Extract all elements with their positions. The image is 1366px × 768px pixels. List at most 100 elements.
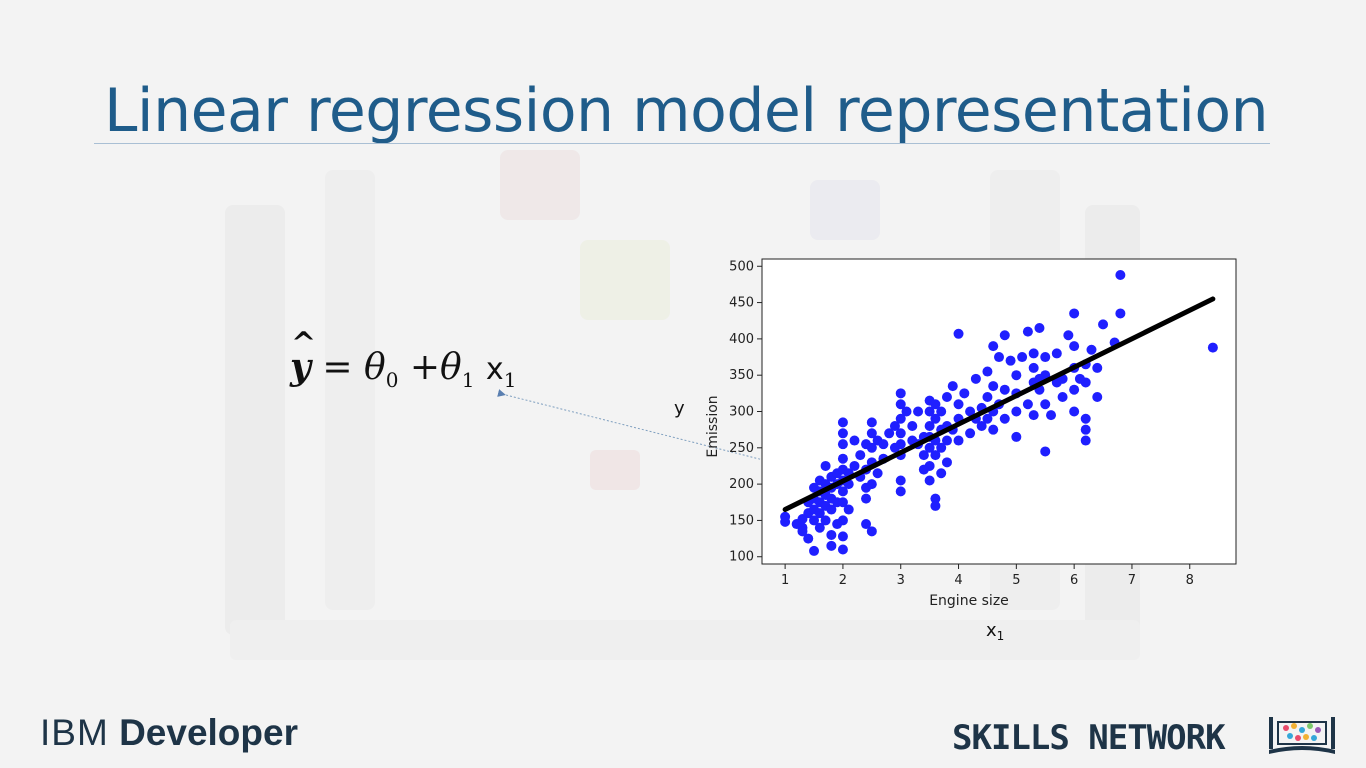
x-tick-label: 5 [1012, 573, 1020, 588]
data-point [878, 439, 889, 450]
theta-1-subscript: 1 [461, 368, 475, 392]
data-point [837, 417, 848, 428]
data-point [895, 439, 906, 450]
data-point [1040, 446, 1051, 457]
data-point [820, 515, 831, 526]
data-point [895, 388, 906, 399]
data-point [1034, 322, 1045, 333]
y-tick-label: 500 [729, 259, 754, 274]
data-point [1022, 399, 1033, 410]
data-point [930, 500, 941, 511]
data-point [1028, 362, 1039, 373]
data-point [924, 475, 935, 486]
data-point [837, 531, 848, 542]
data-point [855, 450, 866, 461]
y-tick-label: 450 [729, 296, 754, 311]
hat-accent: ^ [291, 326, 317, 361]
data-point [1092, 362, 1103, 373]
skills-network-books-icon [1269, 717, 1335, 754]
data-point [1022, 326, 1033, 337]
data-point [901, 406, 912, 417]
x-variable: x [485, 352, 504, 387]
y-axis-label: Emission [705, 395, 721, 457]
x-tick-label: 8 [1186, 573, 1194, 588]
data-point [1074, 373, 1085, 384]
regression-line [782, 296, 1216, 513]
y-side-label: y [674, 398, 685, 419]
data-point [1080, 424, 1091, 435]
data-point [982, 413, 993, 424]
data-point [1069, 384, 1080, 395]
data-point [1011, 406, 1022, 417]
x-tick-label: 7 [1128, 573, 1136, 588]
data-point [826, 529, 837, 540]
data-point [1028, 410, 1039, 421]
skills-network-wordmark: SKILLS NETWORK [952, 718, 1226, 758]
data-point [1011, 370, 1022, 381]
data-point [930, 493, 941, 504]
x1-label: x1 [986, 620, 1004, 643]
data-point [1115, 308, 1126, 319]
data-point [1005, 355, 1016, 366]
data-point [803, 533, 814, 544]
x-tick-label: 3 [897, 573, 905, 588]
data-point [994, 352, 1004, 363]
theta-1: θ [440, 347, 462, 388]
data-point [947, 381, 958, 392]
data-point [982, 366, 993, 377]
data-point [988, 424, 999, 435]
data-point [1207, 342, 1218, 353]
data-point [1040, 399, 1051, 410]
data-point [941, 391, 952, 402]
data-point [1069, 308, 1080, 319]
data-point [849, 460, 860, 471]
data-point [1063, 330, 1074, 341]
y-tick-label: 200 [729, 477, 754, 492]
y-tick-label: 350 [729, 368, 754, 383]
data-point [976, 421, 987, 432]
data-point [884, 428, 895, 439]
data-point [889, 421, 900, 432]
data-point [895, 413, 906, 424]
equals-sign: = [322, 347, 353, 388]
x1-label-subscript: 1 [996, 629, 1005, 643]
data-point [941, 435, 952, 446]
data-point [837, 453, 848, 464]
x-tick-label: 4 [954, 573, 962, 588]
data-point [849, 435, 860, 446]
data-point [1080, 413, 1091, 424]
data-point [861, 493, 872, 504]
data-point [1017, 352, 1028, 363]
data-point [999, 413, 1010, 424]
data-point [1046, 410, 1057, 421]
data-point [1098, 319, 1109, 330]
data-point [837, 497, 848, 508]
data-point [1080, 435, 1091, 446]
data-point [866, 428, 877, 439]
slide-title: Linear regression model representation [104, 76, 1269, 146]
y-tick-label: 400 [729, 332, 754, 347]
y-tick-label: 300 [729, 405, 754, 420]
data-point [988, 381, 999, 392]
data-point [895, 399, 906, 410]
data-point [866, 526, 877, 537]
data-point [1057, 391, 1068, 402]
data-point [814, 508, 825, 519]
data-point [936, 406, 947, 417]
y-tick-label: 250 [729, 441, 754, 456]
data-point [837, 428, 848, 439]
data-point [837, 544, 848, 555]
data-point [953, 399, 964, 410]
data-point [965, 406, 976, 417]
data-point [1028, 348, 1039, 359]
ibm-developer-logo: IBM Developer [40, 712, 298, 754]
data-point [826, 504, 837, 515]
x-tick-label: 1 [781, 573, 789, 588]
y-hat-symbol: ^ y [290, 326, 316, 388]
data-point [913, 406, 924, 417]
data-point [837, 439, 848, 450]
data-point [866, 417, 877, 428]
data-point [941, 457, 952, 468]
x1-label-x: x [986, 620, 997, 641]
